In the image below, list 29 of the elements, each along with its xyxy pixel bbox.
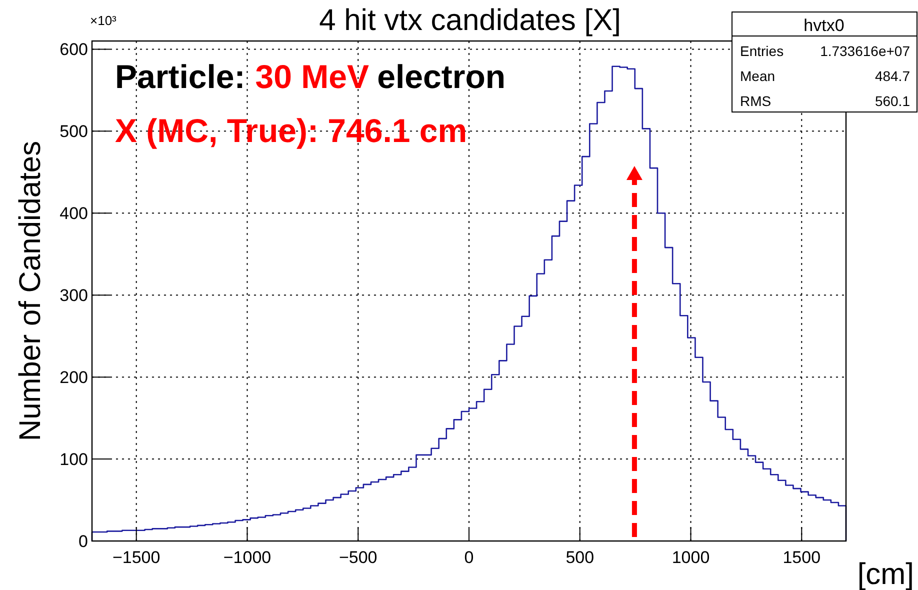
annotation: 30 MeV xyxy=(255,58,369,95)
annotation: Entries xyxy=(740,43,784,59)
y-tick-label: 400 xyxy=(60,204,88,224)
y-tick-label: 600 xyxy=(60,40,88,60)
x-tick-label: 1000 xyxy=(672,548,710,567)
y-tick-label: 300 xyxy=(60,286,88,306)
y-axis-title: Number of Candidates xyxy=(14,140,47,442)
annotation: Mean xyxy=(740,68,776,84)
text: ×10³ xyxy=(90,13,118,28)
x-tick-label: 500 xyxy=(566,548,594,567)
x-tick-label: 1500 xyxy=(782,548,821,567)
text: 484.7 xyxy=(874,68,910,84)
text: hvtx0 xyxy=(804,16,844,35)
y-tick-label: 500 xyxy=(60,122,88,142)
annotation: RMS xyxy=(740,93,772,109)
x-axis-title: [cm] xyxy=(857,558,914,590)
y-tick-label: 100 xyxy=(60,450,88,470)
x-tick-label: −1500 xyxy=(112,548,160,567)
annotation: X (MC, True): 746.1 cm xyxy=(115,112,468,149)
annotation: electron xyxy=(377,58,506,95)
y-tick-label: 200 xyxy=(60,368,88,388)
text: 560.1 xyxy=(874,93,910,109)
annotation: 1.733616e+07 xyxy=(820,43,910,59)
x-tick-label: −1000 xyxy=(223,548,272,567)
x-tick-label: 0 xyxy=(464,548,474,567)
y-tick-label: 0 xyxy=(78,532,88,551)
chart-title: 4 hit vtx candidates [X] xyxy=(319,4,621,37)
annotation: Particle: xyxy=(115,58,246,95)
x-tick-label: −500 xyxy=(338,548,378,567)
